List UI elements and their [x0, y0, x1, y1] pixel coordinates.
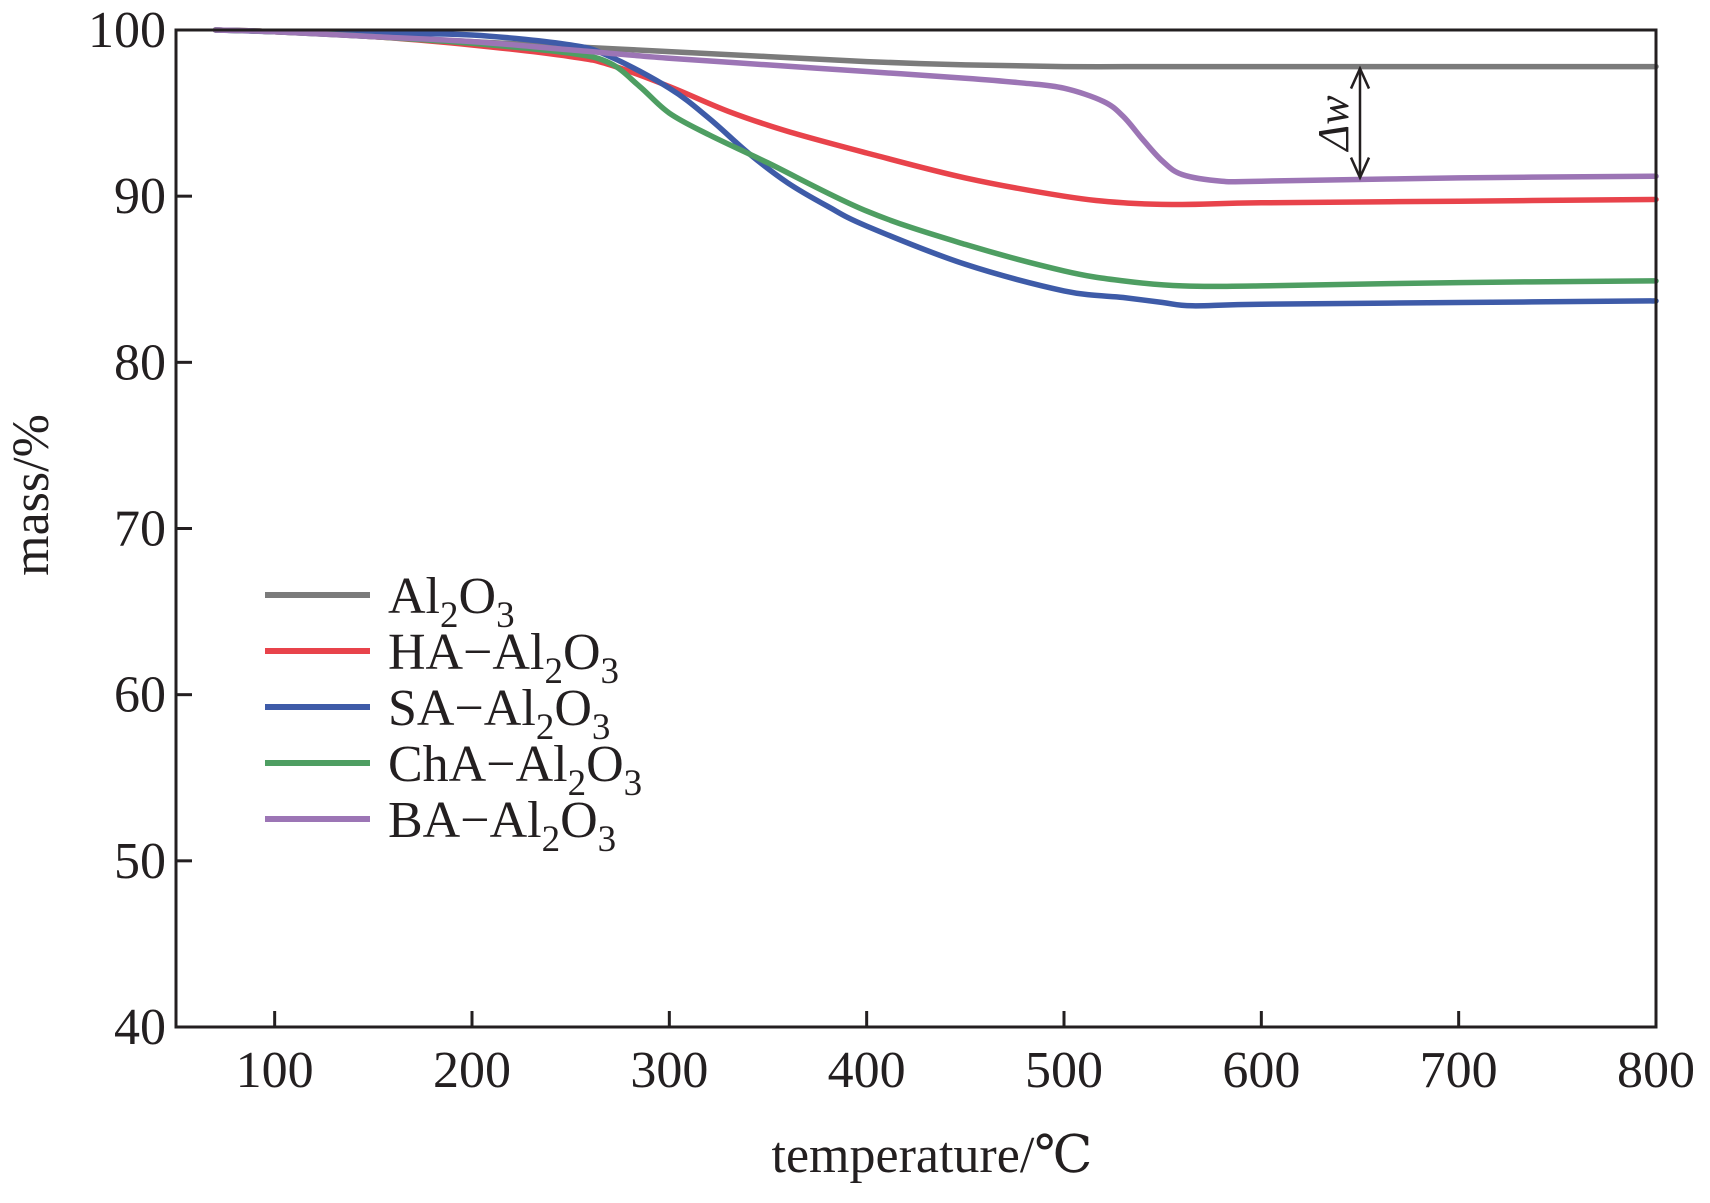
x-tick-label: 200 — [433, 1042, 511, 1099]
y-tick-label: 70 — [114, 501, 166, 558]
series-line-ba-al2o3 — [212, 27, 1659, 185]
legend-label-cha-al2o3: ChA−Al2O3 — [388, 736, 642, 804]
series-line-sa-al2o3 — [212, 27, 1659, 309]
legend-text-part: 3 — [592, 707, 611, 748]
legend-text-part: 2 — [542, 819, 561, 860]
legend-text-part: O — [554, 680, 592, 737]
legend-text-part: O — [560, 792, 598, 849]
y-tick-label: 100 — [88, 2, 166, 59]
legend-text-part: HA−Al — [388, 624, 544, 681]
y-tick-label: 60 — [114, 667, 166, 724]
x-tick-label: 300 — [630, 1042, 708, 1099]
legend-label-ba-al2o3: BA−Al2O3 — [388, 792, 616, 860]
legend-text-part: 3 — [598, 819, 617, 860]
legend-text-part: SA−Al — [388, 680, 536, 737]
legend-text-part: O — [586, 736, 624, 793]
delta-w-label: Δw — [1309, 95, 1358, 153]
x-tick-label: 100 — [236, 1042, 314, 1099]
legend-text-part: O — [459, 568, 497, 625]
y-axis-label: mass/% — [3, 414, 60, 576]
y-tick-label: 40 — [114, 999, 166, 1056]
legend-text-part: 2 — [440, 595, 459, 636]
legend-text-part: 2 — [536, 707, 555, 748]
legend-text-part: 2 — [544, 651, 563, 692]
legend-text-part: 3 — [601, 651, 620, 692]
x-tick-label: 400 — [828, 1042, 906, 1099]
legend-text-part: 2 — [568, 763, 587, 804]
x-tick-label: 600 — [1222, 1042, 1300, 1099]
delta-w-arrow-head-bottom — [1349, 157, 1371, 181]
y-tick-label: 80 — [114, 334, 166, 391]
x-axis-ticks: 100 200 300 400 500 600 700 800 — [236, 1011, 1695, 1099]
delta-w-arrow-head-top — [1349, 65, 1371, 90]
legend-text-part: O — [563, 624, 601, 681]
legend-text-part: BA−Al — [388, 792, 542, 849]
y-axis-ticks: 40 50 60 70 80 90 100 — [88, 2, 192, 1056]
x-tick-label: 500 — [1025, 1042, 1103, 1099]
legend-text-part: 3 — [624, 763, 643, 804]
legend-label-ha-al2o3: HA−Al2O3 — [388, 624, 619, 692]
legend-text-part: ChA−Al — [388, 736, 568, 793]
x-tick-label: 800 — [1617, 1042, 1695, 1099]
y-tick-label: 50 — [114, 833, 166, 890]
legend-label-sa-al2o3: SA−Al2O3 — [388, 680, 610, 748]
x-axis-label: temperature/℃ — [772, 1127, 1093, 1184]
legend-label-al2o3: Al2O3 — [388, 568, 515, 636]
legend-text-part: 3 — [496, 595, 515, 636]
y-tick-label: 90 — [114, 168, 166, 225]
x-tick-label: 700 — [1420, 1042, 1498, 1099]
curve-layer — [212, 27, 1659, 309]
delta-w-annotation: Δw — [1309, 65, 1371, 181]
legend-text-part: Al — [388, 568, 440, 625]
